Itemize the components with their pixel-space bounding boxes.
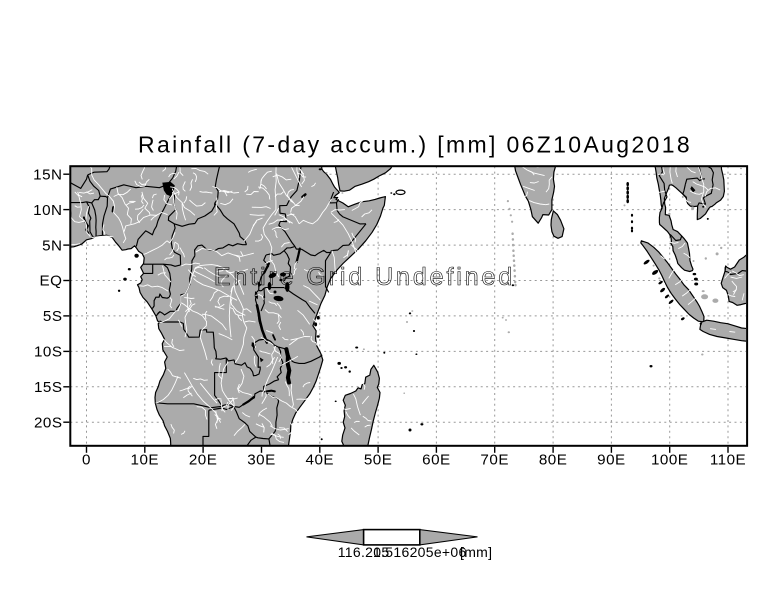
svg-text:20S: 20S [34,414,63,431]
svg-text:90E: 90E [597,452,626,469]
svg-text:15N: 15N [33,166,62,183]
svg-text:40E: 40E [306,452,335,469]
svg-text:5N: 5N [42,237,62,254]
svg-text:1.516205e+06: 1.516205e+06 [373,544,467,560]
svg-text:30E: 30E [247,452,276,469]
svg-text:110E: 110E [710,452,746,469]
svg-text:116.205: 116.205 [338,544,390,560]
svg-text:10N: 10N [33,202,62,219]
svg-text:20E: 20E [189,452,218,469]
svg-text:10S: 10S [34,344,63,361]
svg-text:Rainfall (7-day accum.) [mm] 0: Rainfall (7-day accum.) [mm] 06Z10Aug201… [138,132,692,158]
svg-text:15S: 15S [34,379,63,396]
svg-text:[mm]: [mm] [460,544,492,560]
svg-text:70E: 70E [480,452,509,469]
svg-text:60E: 60E [422,452,451,469]
svg-text:5S: 5S [43,308,63,325]
svg-text:Entire Grid Undefined: Entire Grid Undefined [214,263,515,291]
svg-text:80E: 80E [539,452,568,469]
svg-text:EQ: EQ [40,273,63,290]
svg-text:100E: 100E [651,452,688,469]
svg-text:10E: 10E [131,452,160,469]
svg-text:50E: 50E [364,452,393,469]
svg-text:0: 0 [82,452,91,469]
